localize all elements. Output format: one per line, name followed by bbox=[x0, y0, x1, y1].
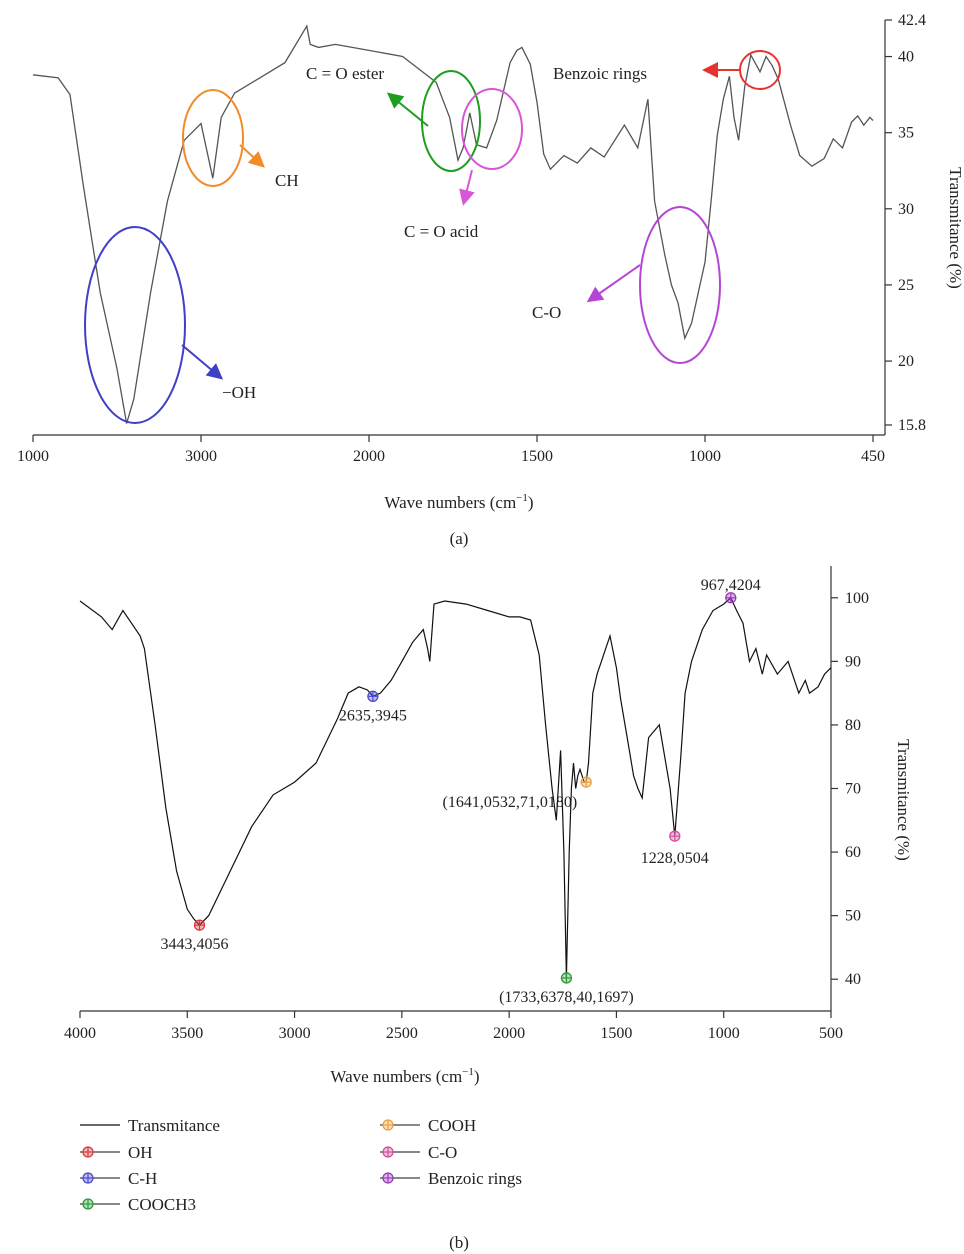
panel-b-y-tick-label: 50 bbox=[845, 908, 861, 925]
panel-b-markers: 3443,4056 2635,3945 (1733,6378,40,1697) (16… bbox=[161, 577, 761, 1006]
panel-b-x-tick-label: 4000 bbox=[64, 1025, 96, 1042]
annotation-benzoic: Benzoic rings bbox=[553, 50, 781, 90]
panel-b-y-axis-title: Transmitance (%) bbox=[894, 739, 913, 861]
annotation-oh-arrow bbox=[181, 344, 224, 380]
legend-label: COOH bbox=[428, 1116, 476, 1135]
marker-label: 2635,3945 bbox=[339, 707, 407, 724]
annotation-ester: C = O ester bbox=[306, 64, 481, 172]
marker-cooh bbox=[580, 776, 592, 788]
panel-a-y-tick-label: 35 bbox=[898, 125, 914, 142]
marker-oh bbox=[193, 919, 206, 931]
legend-label: Benzoic rings bbox=[428, 1169, 522, 1188]
panel-b-x-tick-label: 3000 bbox=[279, 1025, 311, 1042]
panel-a-x-axis-title: Wave numbers (cm−1) bbox=[384, 492, 533, 512]
panel-b-x-tick-label: 500 bbox=[819, 1025, 843, 1042]
panel-b-legend: Transmitance OH C-H COOCH3 COOH C-O Benzoic ri… bbox=[80, 1116, 522, 1214]
marker-c-o bbox=[669, 830, 681, 842]
legend-label: C-O bbox=[428, 1143, 457, 1162]
annotation-co: C-O bbox=[532, 206, 721, 364]
panel-a-x-tick-label: 3000 bbox=[185, 448, 217, 465]
annotation-oh-ellipse bbox=[84, 226, 186, 424]
annotation-ester-arrow bbox=[386, 92, 429, 127]
annotation-co-ellipse bbox=[639, 206, 721, 364]
panel-a-y-tick-label: 30 bbox=[898, 201, 914, 218]
legend-item: COOH bbox=[380, 1116, 476, 1135]
annotation-oh-label: −OH bbox=[222, 383, 256, 402]
marker-c-h bbox=[367, 690, 379, 702]
legend-item: COOCH3 bbox=[80, 1195, 196, 1214]
annotation-acid: C = O acid bbox=[404, 88, 523, 241]
legend-item: C-H bbox=[80, 1169, 157, 1188]
annotation-co-arrow bbox=[586, 264, 641, 303]
annotation-ch-label: CH bbox=[275, 171, 299, 190]
panel-b-spectrum-line bbox=[79, 596, 832, 978]
annotation-ester-label: C = O ester bbox=[306, 64, 384, 83]
panel-a-x-tick-label: 1000 bbox=[17, 448, 49, 465]
marker-label: 3443,4056 bbox=[161, 936, 229, 953]
panel-b-y-tick-label: 100 bbox=[845, 590, 869, 607]
panel-a-x-tick-label: 2000 bbox=[353, 448, 385, 465]
panel-b-x-tick-label: 1500 bbox=[600, 1025, 632, 1042]
panel-b-y-ticks: 40 50 60 70 80 90 100 bbox=[831, 590, 869, 988]
panel-b-x-tick-label: 3500 bbox=[171, 1025, 203, 1042]
marker-label: (1641,0532,71,0180) bbox=[443, 794, 578, 811]
marker-label: 967,4204 bbox=[701, 577, 761, 594]
marker-label: 1228,0504 bbox=[641, 850, 709, 867]
annotation-acid-ellipse bbox=[461, 88, 523, 170]
annotation-benzoic-label: Benzoic rings bbox=[553, 64, 647, 83]
legend-item: OH bbox=[80, 1143, 153, 1162]
panel-a-y-tick-label: 40 bbox=[898, 49, 914, 66]
panel-b-x-axis-title: Wave numbers (cm−1) bbox=[330, 1066, 479, 1086]
panel-a-x-ticks: 1000 3000 2000 1500 1000 450 bbox=[17, 435, 885, 465]
panel-a-y-tick-label: 42.4 bbox=[898, 12, 926, 29]
legend-item: C-O bbox=[380, 1143, 457, 1162]
panel-b-y-tick-label: 60 bbox=[845, 844, 861, 861]
panel-b-x-tick-label: 1000 bbox=[708, 1025, 740, 1042]
panel-b-x-tick-label: 2500 bbox=[386, 1025, 418, 1042]
legend-label: COOCH3 bbox=[128, 1195, 196, 1214]
panel-b-y-tick-label: 90 bbox=[845, 653, 861, 670]
legend-label: Transmitance bbox=[128, 1116, 220, 1135]
panel-a-y-tick-label: 15.8 bbox=[898, 417, 926, 434]
annotation-ch-ellipse bbox=[182, 89, 244, 187]
panel-a-y-ticks: 42.4 40 35 30 25 20 15.8 bbox=[885, 12, 926, 434]
panel-b-y-tick-label: 70 bbox=[845, 781, 861, 798]
panel-a-x-tick-label: 1500 bbox=[521, 448, 553, 465]
annotation-ch-arrow bbox=[239, 144, 265, 168]
panel-b-label: (b) bbox=[449, 1233, 469, 1252]
annotation-oh: −OH bbox=[84, 226, 256, 424]
panel-b-x-ticks: 4000 3500 3000 2500 2000 1500 1000 500 bbox=[64, 1011, 843, 1042]
annotation-ch: CH bbox=[182, 89, 299, 190]
marker-cooch3 bbox=[560, 972, 573, 984]
annotation-co-label: C-O bbox=[532, 303, 561, 322]
panel-b-y-tick-label: 40 bbox=[845, 971, 861, 988]
panel-a-y-axis-title: Transmitance (%) bbox=[946, 167, 964, 289]
panel-a-x-tick-label: 1000 bbox=[689, 448, 721, 465]
marker-benzoic-rings bbox=[725, 592, 737, 604]
panel-a-y-tick-label: 20 bbox=[898, 353, 914, 370]
panel-b-x-tick-label: 2000 bbox=[493, 1025, 525, 1042]
panel-a-label: (a) bbox=[450, 529, 469, 548]
panel-a-y-tick-label: 25 bbox=[898, 277, 914, 294]
legend-label: C-H bbox=[128, 1169, 157, 1188]
panel-a-spectrum-line bbox=[32, 24, 874, 424]
legend-label: OH bbox=[128, 1143, 153, 1162]
panel-b: 4000 3500 3000 2500 2000 1500 1000 500 40 50 60 70… bbox=[64, 566, 913, 1252]
panel-b-y-tick-label: 80 bbox=[845, 717, 861, 734]
legend-item: Transmitance bbox=[80, 1116, 220, 1135]
annotation-acid-arrow bbox=[459, 169, 475, 206]
marker-label: (1733,6378,40,1697) bbox=[499, 989, 634, 1006]
panel-a-x-tick-label: 450 bbox=[861, 448, 885, 465]
annotation-acid-label: C = O acid bbox=[404, 222, 479, 241]
panel-a: 1000 3000 2000 1500 1000 450 42.4 40 35 30 25 20 15… bbox=[17, 12, 964, 548]
legend-item: Benzoic rings bbox=[380, 1169, 522, 1188]
